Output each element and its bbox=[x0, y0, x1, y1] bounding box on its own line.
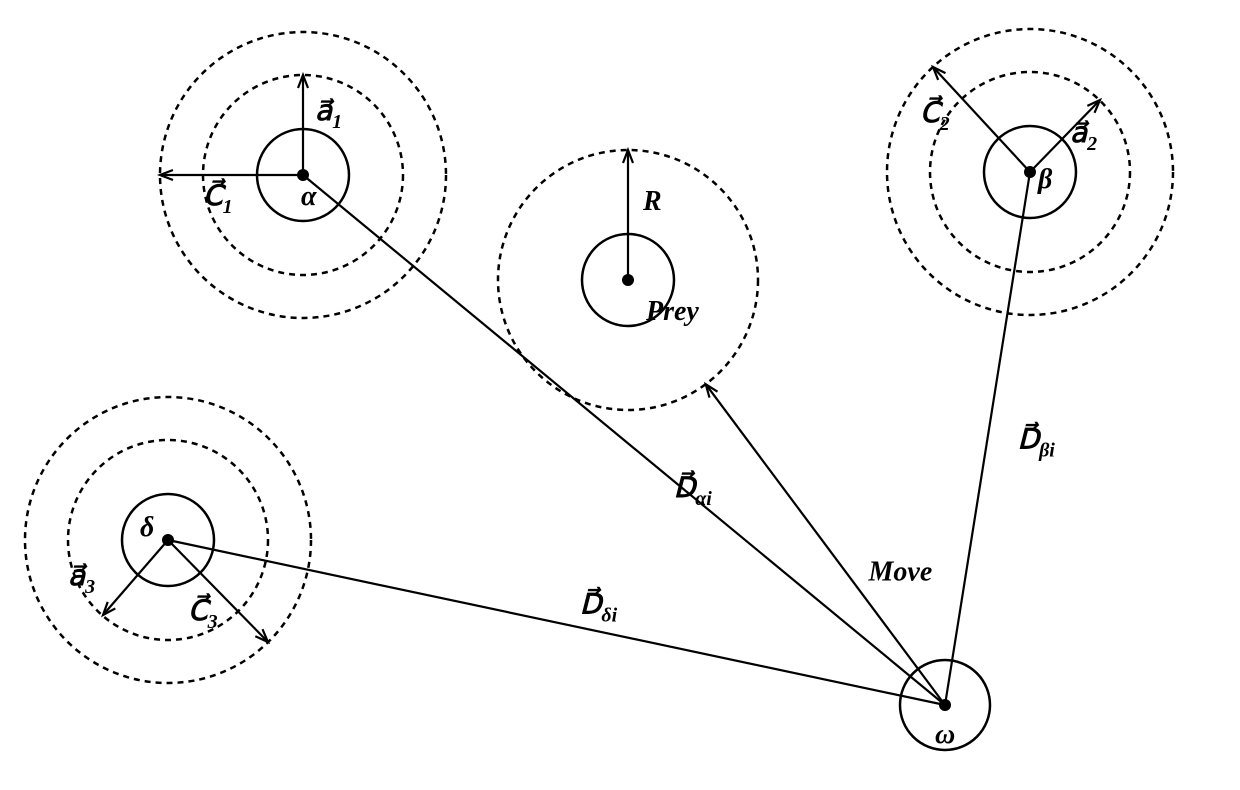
label-a2: a⃗2 bbox=[1070, 118, 1097, 155]
label-move: Move bbox=[868, 556, 933, 587]
label-omega: ω bbox=[935, 719, 955, 750]
label-D-beta: D⃗βi bbox=[1018, 421, 1056, 461]
label-C3: C⃗3 bbox=[188, 593, 218, 633]
label-prey: Prey bbox=[645, 296, 699, 327]
label-C1: C⃗1 bbox=[203, 178, 233, 218]
label-D-delta: D⃗δi bbox=[580, 586, 618, 626]
label-beta: β bbox=[1037, 164, 1053, 195]
label-D-alpha: D⃗αi bbox=[674, 470, 713, 510]
label-alpha: α bbox=[301, 181, 317, 212]
label-C2: C⃗2 bbox=[920, 95, 950, 135]
label-a3: a⃗3 bbox=[68, 561, 95, 598]
connection-alpha bbox=[303, 175, 945, 705]
label-delta: δ bbox=[140, 512, 154, 543]
vector-line bbox=[103, 540, 168, 615]
move-arrow-line bbox=[706, 384, 945, 705]
label-a1: a⃗1 bbox=[315, 96, 342, 133]
label-R: R bbox=[642, 186, 662, 217]
